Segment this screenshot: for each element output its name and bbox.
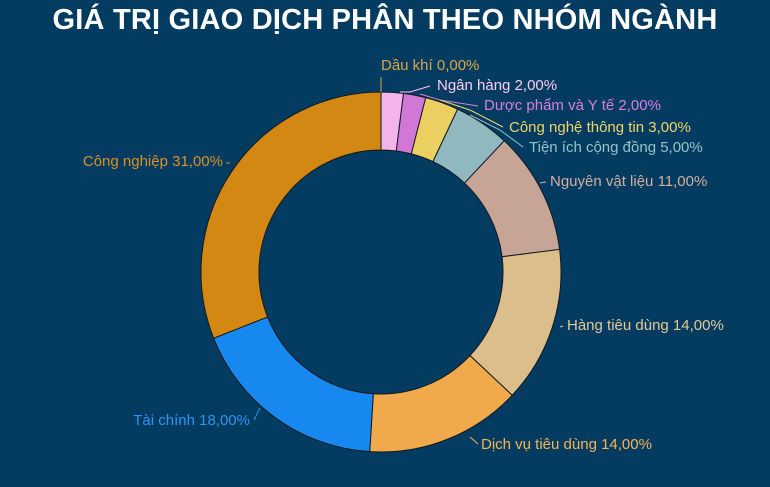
leader-lines-layer xyxy=(226,77,564,445)
label-nguyen-vat-lieu: Nguyên vật liệu 11,00% xyxy=(550,173,707,190)
label-tien-ich-cong-dong: Tiện ích cộng đồng 5,00% xyxy=(529,139,703,156)
leader-line-tai-chinh xyxy=(253,407,261,421)
chart-title: GIÁ TRỊ GIAO DỊCH PHÂN THEO NHÓM NGÀNH xyxy=(52,4,718,36)
label-ngan-hang: Ngân hàng 2,00% xyxy=(437,77,557,94)
label-cong-nghe-thong-tin: Công nghệ thông tin 3,00% xyxy=(509,119,691,136)
slice-cong-nghiep xyxy=(200,91,382,339)
label-cong-nghiep: Công nghiệp 31,00% xyxy=(83,153,223,170)
leader-line-nguyen-vat-lieu xyxy=(539,181,547,184)
slices-layer xyxy=(200,91,562,453)
label-dau-khi: Dầu khí 0,00% xyxy=(381,57,479,74)
label-duoc-pham-va-y-te: Dược phẩm và Y tế 2,00% xyxy=(484,97,661,114)
leader-line-tien-ich-cong-dong xyxy=(469,114,524,148)
label-dich-vu-tieu-dung: Dịch vụ tiêu dùng 14,00% xyxy=(481,436,652,453)
leader-line-ngan-hang xyxy=(400,85,431,93)
labels-layer: Dầu khí 0,00% Ngân hàng 2,00% Dược phẩm và… xyxy=(83,57,724,453)
label-tai-chinh: Tài chính 18,00% xyxy=(133,412,250,429)
leader-line-hang-tieu-dung xyxy=(559,325,564,328)
leader-line-cong-nghe-thong-tin xyxy=(439,99,504,128)
label-hang-tieu-dung: Hàng tiêu dùng 14,00% xyxy=(567,317,724,334)
leader-line-dich-vu-tieu-dung xyxy=(469,436,479,445)
slice-tai-chinh xyxy=(212,316,374,453)
